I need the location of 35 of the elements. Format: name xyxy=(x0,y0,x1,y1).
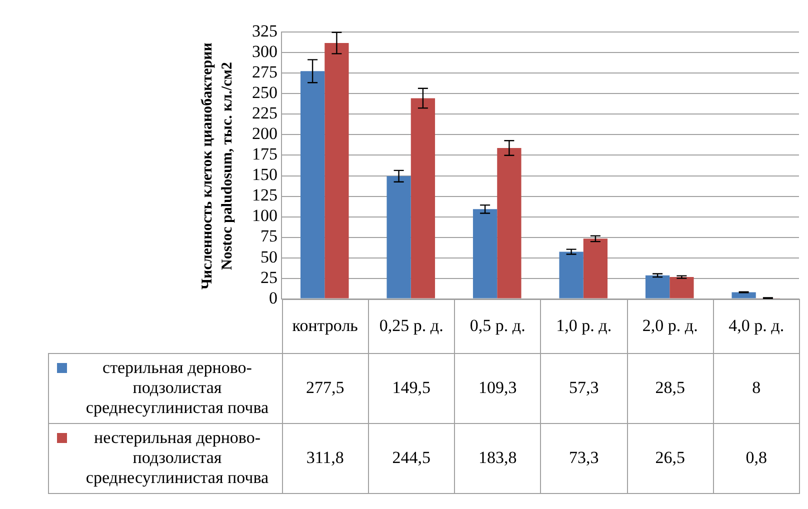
data-label: 183,8 xyxy=(454,423,541,494)
y-tick-label: 225 xyxy=(252,104,278,123)
y-tick-label: 0 xyxy=(269,288,278,308)
legend-label: нестерильная дерново-подзолистая среднесуглинистая почва xyxy=(84,428,270,488)
data-label: 311,8 xyxy=(282,423,368,494)
data-label: 277,5 xyxy=(282,353,368,424)
data-label: 28,5 xyxy=(627,353,714,424)
data-label: 73,3 xyxy=(540,423,627,494)
y-tick-label: 300 xyxy=(252,42,278,62)
y-tick-label: 325 xyxy=(252,22,278,41)
data-label: 8 xyxy=(713,353,800,424)
y-tick-label: 50 xyxy=(260,247,278,266)
y-tick-label: 200 xyxy=(252,124,278,144)
x-tick-label: 2,0 р. д. xyxy=(627,299,714,354)
y-axis-title: Численность клеток цианобактерии Nostoc paludosum, тыс. кл./см2 xyxy=(198,41,236,292)
y-tick-label: 100 xyxy=(252,206,278,226)
data-label: 57,3 xyxy=(540,353,627,424)
data-label: 149,5 xyxy=(368,353,454,424)
data-label: 26,5 xyxy=(627,423,714,494)
data-label: 109,3 xyxy=(454,353,541,424)
y-tick-label: 250 xyxy=(252,83,278,102)
x-tick-label: контроль xyxy=(282,299,368,354)
y-tick-label: 175 xyxy=(252,144,278,164)
x-tick-label: 4,0 р. д. xyxy=(713,299,800,354)
x-tick-label: 1,0 р. д. xyxy=(540,299,627,354)
data-label: 0,8 xyxy=(713,423,800,494)
y-tick-label: 275 xyxy=(252,62,278,82)
data-label: 244,5 xyxy=(368,423,454,494)
y-tick-label: 125 xyxy=(252,186,278,205)
x-tick-label: 0,25 р. д. xyxy=(368,299,454,354)
y-tick-label: 25 xyxy=(260,268,278,287)
y-tick-label: 75 xyxy=(260,226,278,246)
x-tick-label: 0,5 р. д. xyxy=(454,299,541,354)
legend-label: стерильная дерново-подзолистая среднесуглинистая почва xyxy=(84,358,270,418)
y-tick-label: 150 xyxy=(252,165,278,184)
